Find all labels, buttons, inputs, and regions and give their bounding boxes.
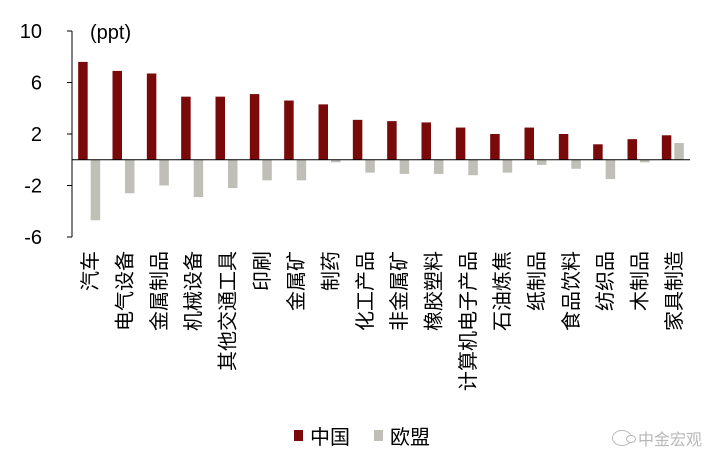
category-label: 纺织品 bbox=[593, 251, 617, 311]
y-tick-label: 6 bbox=[31, 73, 42, 95]
bar-eu bbox=[468, 159, 478, 176]
legend-swatch bbox=[374, 430, 383, 441]
bar-eu bbox=[331, 159, 341, 163]
bar-eu bbox=[159, 159, 169, 186]
category-label: 金属矿 bbox=[284, 251, 308, 311]
bar-eu bbox=[90, 159, 101, 221]
category-label: 计算机电子产品 bbox=[456, 251, 480, 391]
category-label: 化工产品 bbox=[353, 251, 377, 331]
category-label: 金属制品 bbox=[147, 251, 171, 331]
legend-label: 欧盟 bbox=[390, 425, 430, 449]
bar-eu bbox=[125, 159, 135, 194]
bar-eu bbox=[537, 159, 547, 165]
bar-china bbox=[455, 127, 466, 160]
bar-china bbox=[181, 96, 191, 160]
bar-eu bbox=[365, 159, 375, 173]
bar-eu bbox=[640, 159, 650, 163]
bar-china bbox=[558, 134, 569, 160]
bar-eu bbox=[228, 159, 238, 189]
category-label: 汽车 bbox=[78, 251, 102, 291]
category-label: 木制品 bbox=[628, 251, 652, 311]
category-label: 家具制造 bbox=[662, 251, 686, 331]
watermark-text: 中金宏观 bbox=[637, 430, 702, 449]
bar-eu bbox=[399, 159, 410, 174]
y-axis: 10 6 2 -2 -6 bbox=[20, 21, 73, 249]
bar-china bbox=[146, 73, 157, 160]
bar-china bbox=[112, 70, 122, 160]
y-tick-label: 2 bbox=[31, 124, 42, 146]
legend: 中国 欧盟 bbox=[294, 425, 430, 449]
bar-china bbox=[524, 127, 534, 160]
category-label: 纸制品 bbox=[525, 251, 549, 311]
bar-china bbox=[490, 134, 500, 160]
bar-china bbox=[318, 104, 328, 160]
bar-china bbox=[387, 121, 397, 160]
bar-eu bbox=[262, 159, 272, 181]
category-label: 食品饮料 bbox=[559, 251, 583, 331]
bar-eu bbox=[502, 159, 513, 173]
bar-eu bbox=[571, 159, 581, 169]
wechat-icon bbox=[611, 430, 636, 446]
bar-china bbox=[352, 119, 363, 160]
bar-china bbox=[593, 144, 603, 160]
bar-eu bbox=[605, 159, 616, 180]
y-tick-label: -2 bbox=[24, 176, 42, 198]
unit-label: (ppt) bbox=[90, 22, 131, 44]
category-label: 制药 bbox=[319, 251, 343, 291]
bar-eu bbox=[193, 159, 204, 198]
bar-china bbox=[284, 100, 294, 160]
bar-china bbox=[78, 61, 88, 160]
category-label: 石油炼焦 bbox=[490, 251, 514, 331]
y-tick-label: 10 bbox=[20, 21, 42, 43]
bar-china bbox=[421, 122, 431, 160]
bar-china bbox=[215, 96, 225, 160]
category-label: 机械设备 bbox=[181, 251, 205, 331]
y-tick-label: -6 bbox=[24, 227, 42, 249]
bar-china bbox=[249, 94, 260, 160]
bar-china bbox=[661, 135, 672, 160]
bar-china bbox=[627, 139, 637, 160]
bars bbox=[78, 61, 684, 221]
bar-eu bbox=[434, 159, 444, 174]
bar-eu bbox=[674, 143, 684, 160]
category-label: 其他交通工具 bbox=[216, 251, 240, 371]
category-label: 非金属矿 bbox=[387, 251, 411, 331]
category-labels: 汽车 电气设备 金属制品 机械设备 其他交通工具 印刷 金属矿 制药 化工产品 非金属矿 橡胶塑料计… bbox=[78, 251, 686, 391]
legend-label: 中国 bbox=[310, 425, 350, 449]
category-label: 印刷 bbox=[250, 251, 274, 291]
category-label: 橡胶塑料 bbox=[422, 251, 446, 331]
watermark: 中金宏观 bbox=[611, 426, 702, 450]
bar-eu bbox=[296, 159, 307, 181]
legend-swatch bbox=[294, 430, 303, 441]
category-label: 电气设备 bbox=[113, 251, 137, 331]
